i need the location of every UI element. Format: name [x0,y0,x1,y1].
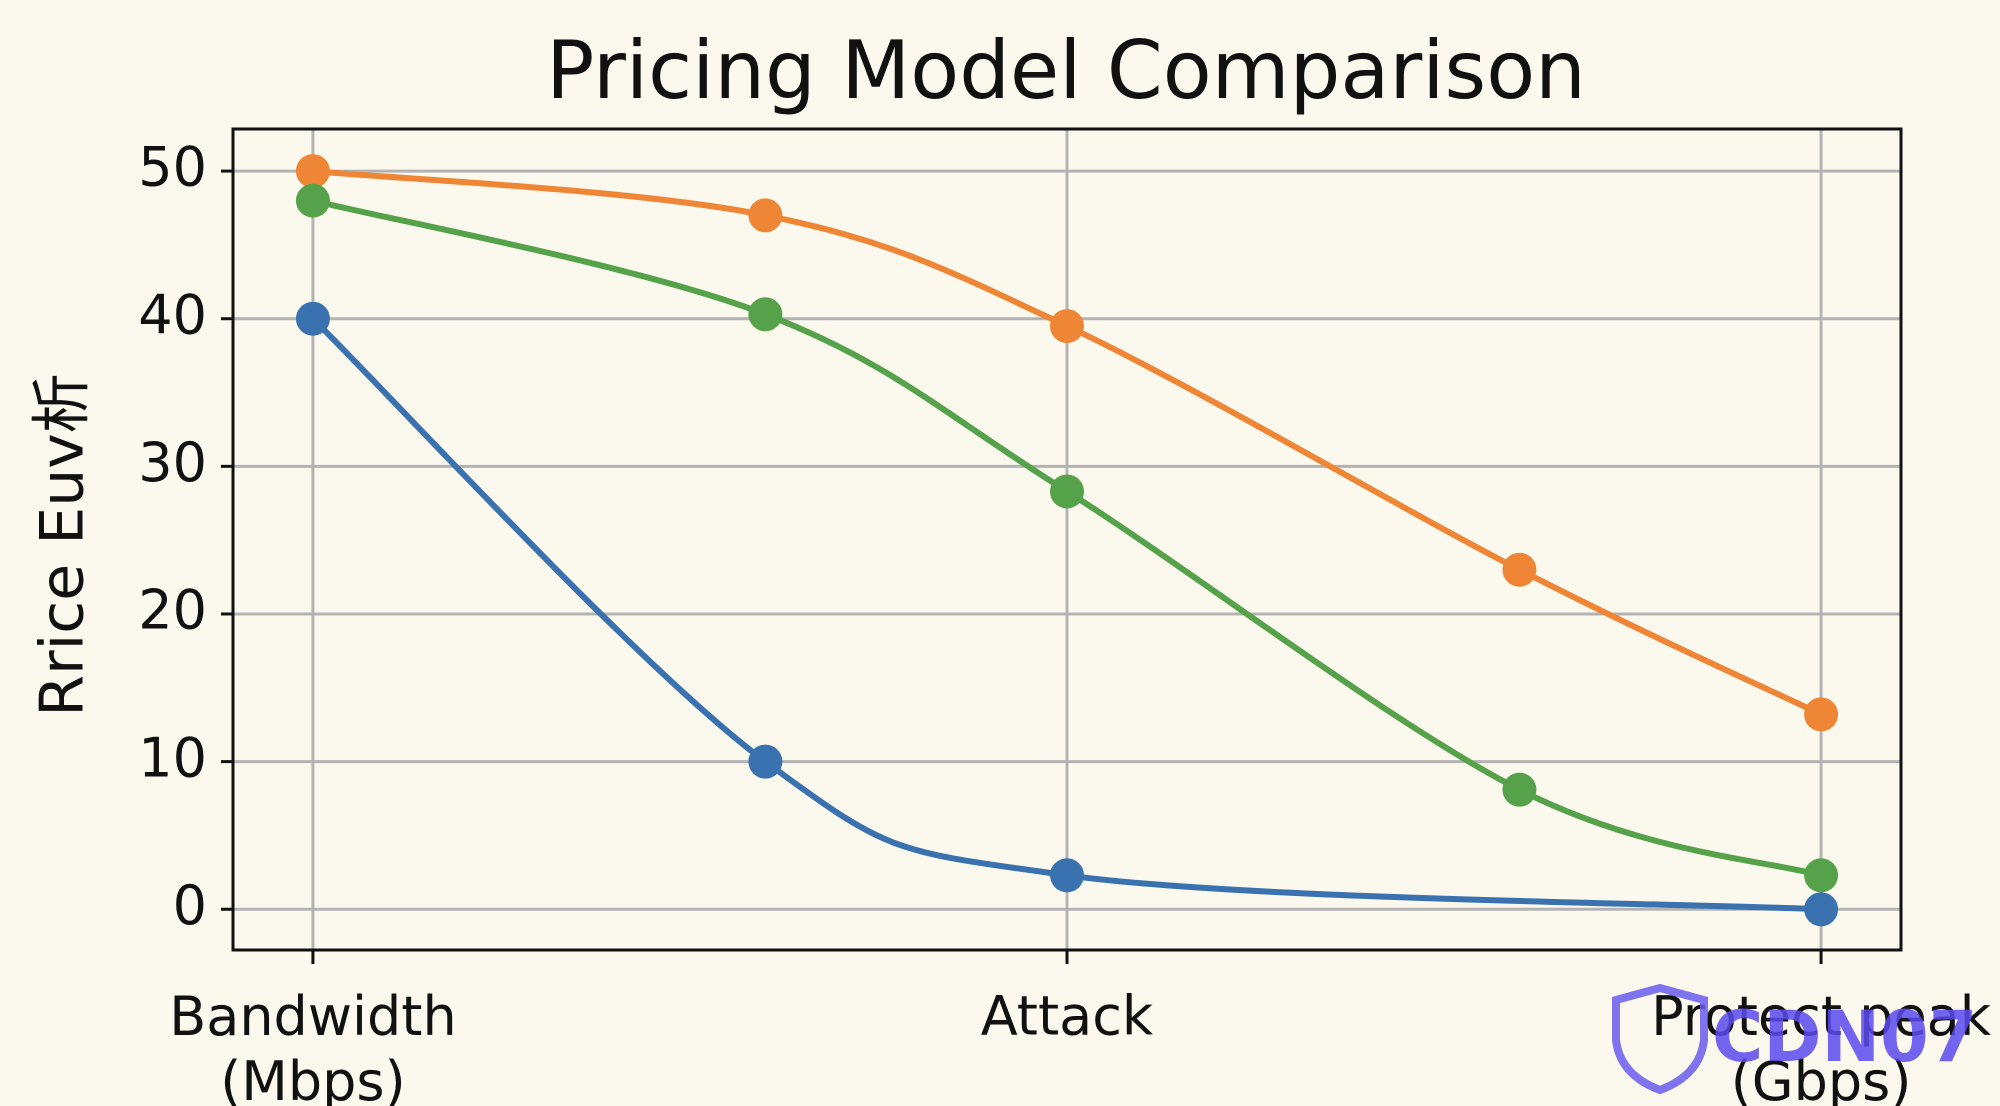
y-tick-label: 20 [138,579,207,642]
y-tick-label: 30 [138,431,207,494]
y-tick-label: 50 [138,136,207,199]
axes-frame [231,127,1903,952]
data-point [1050,858,1084,893]
x-tick-label: Protect peak (Gbps) [1651,985,1992,1106]
y-tick-label: 0 [173,874,207,937]
y-tick-label: 40 [138,283,207,346]
data-point [748,198,783,233]
y-axis-label: Rrice Euv析 [28,373,98,716]
data-point [295,183,330,218]
data-point [748,297,783,332]
watermark-text: CDN07 [1712,996,1977,1078]
grid: 0 10 20 30 40 50 Bandwidth (Mbps) Attack Protect … [138,127,1992,1106]
chart-title: Pricing Model Comparison [546,24,1586,117]
data-point [1050,309,1084,344]
data-point [295,301,330,336]
watermark-shield [1612,983,1708,1095]
data-point [1502,772,1537,807]
x-tick-label: Attack [981,985,1154,1048]
y-tick-label: 10 [138,726,207,789]
data-point [1804,892,1839,927]
data-point [295,154,330,189]
data-point [1050,474,1084,509]
data-point [748,744,783,779]
series-line [309,315,1825,913]
data-point [1804,858,1839,893]
data-point [1502,552,1537,587]
x-tick-label: Bandwidth (Mbps) [169,985,456,1106]
plot [295,154,1839,927]
watermark: CDN07 [1612,983,1977,1095]
data-point [1804,697,1839,732]
